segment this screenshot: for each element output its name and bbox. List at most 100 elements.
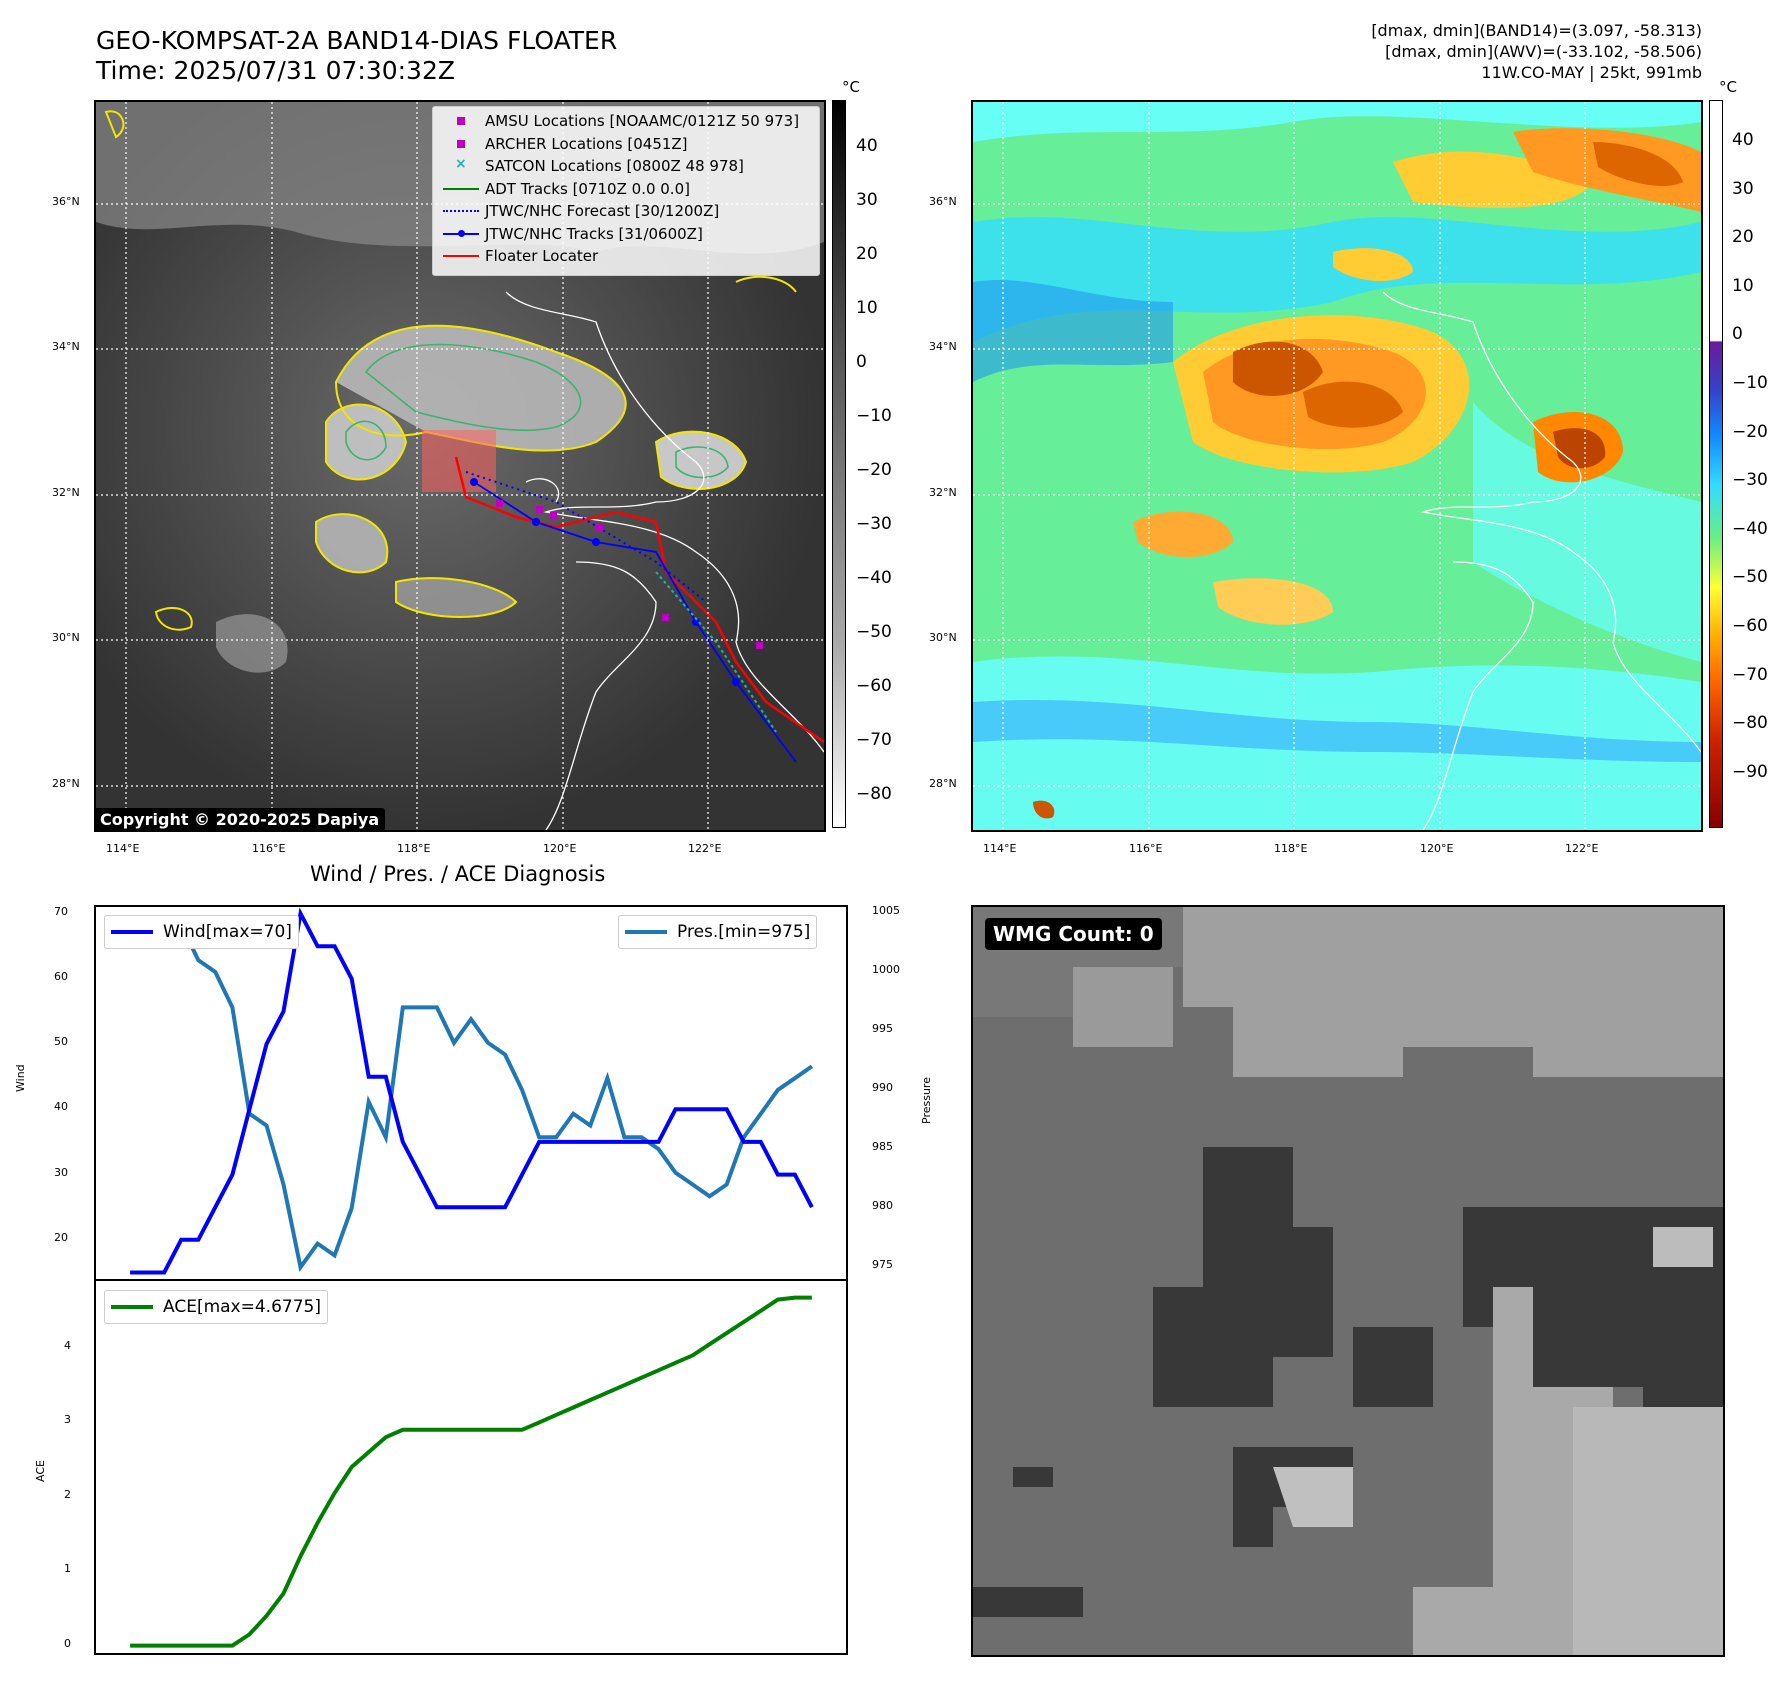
ir-colorbar-unit: °C (842, 78, 860, 96)
legend-entry: × SATCON Locations [0800Z 48 978] (441, 156, 744, 176)
awv-colorbar-tick: 10 (1732, 275, 1754, 296)
ir-colorbar-tick: −60 (856, 676, 892, 696)
legend-entry: Floater Locater (441, 246, 598, 266)
awv-colorbar-tick: −10 (1732, 373, 1768, 393)
wind-pressure-plot (130, 907, 814, 1275)
legend-label: ADT Tracks [0710Z 0.0 0.0] (485, 179, 690, 198)
stats-line-2: [dmax, dmin](AWV)=(-33.102, -58.506) (1385, 42, 1702, 61)
lon-tick-label: 116°E (1129, 842, 1163, 855)
legend-label: JTWC/NHC Forecast [30/1200Z] (485, 202, 720, 220)
legend-label: SATCON Locations [0800Z 48 978] (485, 157, 744, 175)
lat-tick-label: 30°N (929, 631, 957, 644)
pressure-tick-label: 1005 (872, 903, 900, 917)
pressure-tick-label: 980 (872, 1199, 893, 1213)
lon-tick-label: 118°E (397, 842, 431, 855)
legend-entry: JTWC/NHC Forecast [30/1200Z] (441, 201, 719, 221)
lon-tick-label: 114°E (106, 842, 140, 855)
ir-colorbar-tick: −30 (856, 514, 892, 534)
pressure-legend: Pres.[min=975] (618, 915, 818, 949)
ir-colorbar-tick: −70 (856, 730, 892, 750)
lat-tick-label: 28°N (52, 777, 80, 790)
legend-symbol (441, 134, 485, 154)
awv-colorbar-tick: −50 (1732, 567, 1768, 588)
pressure-legend-label: Pres.[min=975] (677, 922, 811, 942)
pressure-legend-swatch (625, 930, 667, 934)
awv-colorbar-tick: 40 (1732, 130, 1754, 150)
wind-series-line (130, 907, 814, 1275)
lat-tick-label: 28°N (929, 777, 957, 790)
legend-entry: ADT Tracks [0710Z 0.0 0.0] (441, 179, 690, 199)
ir-colorbar-tick: 10 (856, 298, 878, 318)
awv-colorbar-tick: −40 (1732, 518, 1768, 539)
ir-colorbar-tick: −40 (856, 568, 892, 588)
wind-pressure-chart (94, 905, 848, 1281)
diagnosis-title: Wind / Pres. / ACE Diagnosis (310, 862, 606, 886)
wmg-count-badge: WMG Count: 0 (985, 918, 1162, 950)
awv-map-panel (971, 100, 1703, 832)
lat-tick-label: 36°N (929, 195, 957, 208)
legend-label: ARCHER Locations [0451Z] (485, 134, 688, 153)
wind-tick-label: 60 (54, 969, 68, 983)
figure-time: Time: 2025/07/31 07:30:32Z (96, 56, 455, 85)
awv-colorbar-tick: 0 (1732, 324, 1743, 345)
wind-tick-label: 50 (54, 1035, 68, 1049)
lat-tick-label: 36°N (52, 195, 80, 208)
stats-line-1: [dmax, dmin](BAND14)=(3.097, -58.313) (1371, 21, 1702, 40)
ir-colorbar-tick: −20 (856, 460, 892, 480)
awv-colorbar-tick: −70 (1732, 664, 1768, 685)
wind-tick-label: 70 (54, 904, 68, 918)
ace-legend-swatch (111, 1305, 153, 1309)
map-legend: AMSU Locations [NOAAMC/0121Z 50 973] ARCH… (432, 106, 820, 276)
lat-tick-label: 30°N (52, 631, 80, 644)
ir-colorbar-tick: 0 (856, 352, 867, 372)
ace-tick-label: 1 (64, 1562, 71, 1576)
awv-colorbar-tick: 20 (1732, 227, 1754, 248)
legend-symbol: × (455, 156, 467, 172)
awv-colorbar-tick: −20 (1732, 421, 1768, 442)
copyright-label: Copyright © 2020-2025 Dapiya (94, 808, 386, 831)
legend-symbol (441, 179, 485, 199)
wind-legend: Wind[max=70] (104, 915, 299, 949)
pressure-axis-label: Pressure (920, 1077, 933, 1124)
ace-tick-label: 0 (64, 1636, 71, 1650)
ir-colorbar-tick: −80 (856, 784, 892, 804)
wind-legend-label: Wind[max=70] (163, 922, 292, 942)
legend-symbol (441, 111, 485, 131)
ir-colorbar-tick: 30 (856, 190, 878, 210)
legend-label: Floater Locater (485, 247, 599, 265)
lon-tick-label: 122°E (1565, 842, 1599, 855)
lon-tick-label: 120°E (1420, 842, 1454, 855)
wind-axis-label: Wind (14, 1064, 27, 1092)
stats-line-3: 11W.CO-MAY | 25kt, 991mb (1481, 63, 1702, 82)
stats-block: [dmax, dmin](BAND14)=(3.097, -58.313) [d… (1371, 20, 1702, 83)
pressure-tick-label: 990 (872, 1081, 893, 1095)
wmg-image (973, 907, 1723, 1655)
legend-label: JTWC/NHC Tracks [31/0600Z] (485, 224, 703, 243)
pressure-tick-label: 1000 (872, 962, 900, 976)
awv-colorbar-tick: −60 (1732, 616, 1768, 636)
ace-chart (94, 1279, 848, 1655)
legend-entry: JTWC/NHC Tracks [31/0600Z] (441, 224, 703, 244)
ace-legend: ACE[max=4.6775] (104, 1290, 328, 1324)
lon-tick-label: 122°E (688, 842, 722, 855)
lat-tick-label: 32°N (929, 486, 957, 499)
awv-colorbar-tick: −90 (1732, 761, 1768, 782)
wind-tick-label: 40 (54, 1100, 68, 1114)
ace-series-line (130, 1295, 812, 1648)
wind-tick-label: 20 (54, 1230, 68, 1244)
ir-colorbar (832, 100, 846, 828)
lat-tick-label: 34°N (52, 340, 80, 353)
ace-tick-label: 2 (64, 1487, 71, 1501)
awv-colorbar-tick: −80 (1732, 713, 1768, 734)
lon-tick-label: 116°E (252, 842, 286, 855)
lon-tick-label: 120°E (543, 842, 577, 855)
awv-colorbar-tick: 30 (1732, 178, 1754, 199)
ace-axis-label: ACE (34, 1460, 47, 1482)
legend-label: AMSU Locations [NOAAMC/0121Z 50 973] (485, 112, 800, 130)
awv-colorbar (1709, 100, 1723, 828)
awv-colorbar-tick: −30 (1732, 470, 1768, 491)
pressure-tick-label: 975 (872, 1258, 893, 1272)
figure-title: GEO-KOMPSAT-2A BAND14-DIAS FLOATER (96, 26, 618, 55)
ir-colorbar-tick: 20 (856, 244, 878, 264)
lon-tick-label: 118°E (1274, 842, 1308, 855)
